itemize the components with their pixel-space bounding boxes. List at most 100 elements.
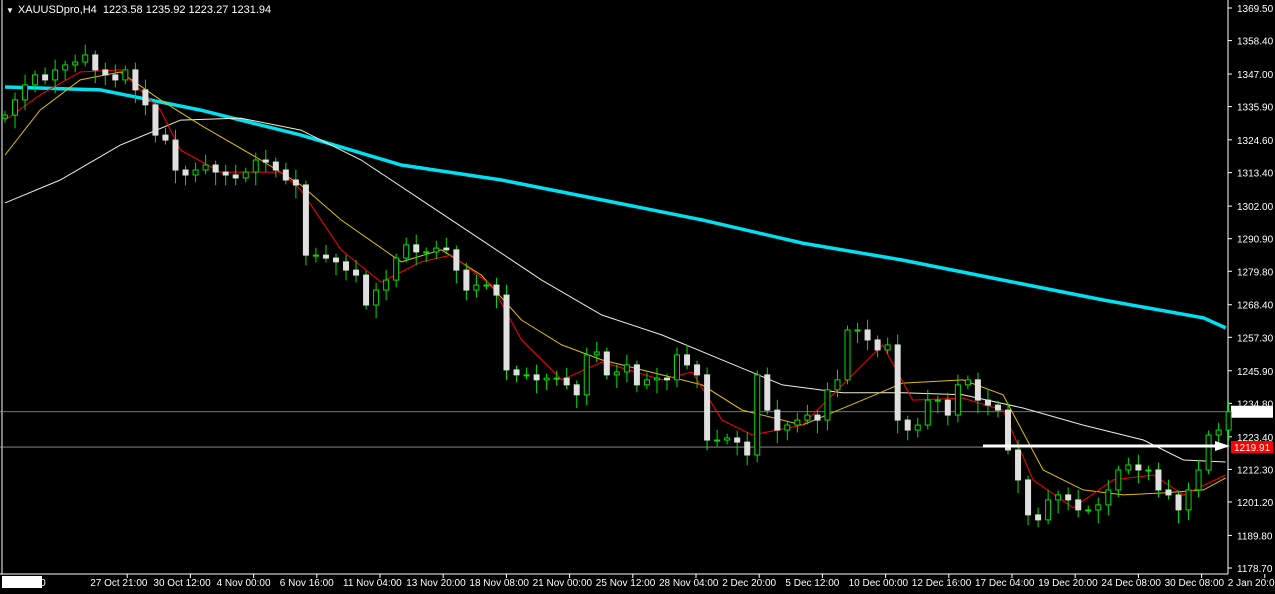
candle-body xyxy=(734,437,741,443)
candle-body xyxy=(162,134,169,141)
candle xyxy=(162,127,169,145)
x-tick-label: 11 Nov 04:00 xyxy=(343,578,402,589)
candle-body xyxy=(954,384,961,416)
candle-body xyxy=(543,377,550,381)
candle xyxy=(1145,465,1152,481)
candle-body xyxy=(1125,464,1132,471)
candle-body xyxy=(363,274,370,306)
candle xyxy=(12,92,19,129)
candle xyxy=(774,399,781,444)
candle xyxy=(1035,507,1042,528)
candle xyxy=(483,280,490,290)
x-tick-label: 24 Dec 08:00 xyxy=(1101,578,1161,589)
candle xyxy=(1165,479,1172,500)
candle-body xyxy=(613,371,620,376)
candle-body xyxy=(603,351,610,376)
candle xyxy=(1225,401,1232,441)
candle-body xyxy=(563,377,570,386)
candle xyxy=(924,389,931,430)
ohlc-label: 1223.58 1235.92 1223.27 1231.94 xyxy=(102,4,272,16)
candle xyxy=(934,395,941,414)
candle-body xyxy=(383,279,390,291)
candle xyxy=(944,392,951,426)
candle xyxy=(1065,487,1072,511)
x-tick-label: 21 Nov 00:00 xyxy=(533,578,593,589)
candle-body xyxy=(192,169,199,176)
candle-body xyxy=(1095,504,1102,511)
candle xyxy=(212,160,219,186)
candle xyxy=(252,152,259,186)
candles xyxy=(2,44,1232,528)
candle xyxy=(332,253,339,276)
candle-body xyxy=(974,379,981,401)
y-tick-label: 1335.90 xyxy=(1237,103,1274,114)
candle-body xyxy=(1085,509,1092,512)
candle-body xyxy=(483,284,490,287)
y-tick-label: 1302.00 xyxy=(1237,202,1274,213)
candle-body xyxy=(463,269,470,291)
candle-body xyxy=(854,329,861,332)
candle-body xyxy=(1135,464,1142,471)
candle-body xyxy=(22,84,29,101)
candle xyxy=(312,247,319,263)
candle-body xyxy=(1215,429,1222,436)
candle-body xyxy=(523,374,530,377)
price-label: 1219.91 xyxy=(1234,443,1271,454)
chart-header: ▼ XAUUSDpro,H4 1223.58 1235.92 1223.27 12… xyxy=(6,4,271,16)
moving-average-long xyxy=(4,85,1227,330)
candle xyxy=(603,347,610,380)
candle-body xyxy=(824,389,831,421)
candle xyxy=(553,370,560,386)
candle xyxy=(403,237,410,263)
candle-body xyxy=(684,354,691,366)
x-tick-label: 30 Oct 12:00 xyxy=(153,578,211,589)
candle-body xyxy=(272,161,279,171)
candle xyxy=(242,167,249,183)
x-tick-label: 2 Dec 20:00 xyxy=(722,578,776,589)
x-tick-label: 19 Dec 20:00 xyxy=(1038,578,1098,589)
y-tick-label: 1223.40 xyxy=(1237,433,1274,444)
x-tick-label: 12 Dec 16:00 xyxy=(912,578,972,589)
candle xyxy=(523,367,530,380)
candle-body xyxy=(1075,499,1082,511)
candle-body xyxy=(784,424,791,431)
candle-body xyxy=(704,374,711,441)
y-tick-label: 1189.80 xyxy=(1237,531,1273,542)
candle xyxy=(834,369,841,398)
candle-body xyxy=(623,364,630,373)
y-tick-label: 1279.80 xyxy=(1237,267,1274,278)
candle xyxy=(794,412,801,433)
candle-body xyxy=(132,69,139,91)
candle xyxy=(784,420,791,441)
candle xyxy=(814,410,821,434)
x-tick-label: .23 12:00 xyxy=(4,578,46,589)
candle-body xyxy=(1065,494,1072,501)
candle-body xyxy=(804,414,811,421)
x-tick-label: 6 Nov 16:00 xyxy=(280,578,334,589)
candle xyxy=(593,341,600,363)
collapse-triangle-icon[interactable]: ▼ xyxy=(6,6,14,15)
candle-body xyxy=(904,419,911,431)
candle-body xyxy=(513,369,520,376)
candle-body xyxy=(413,244,420,253)
candle xyxy=(262,149,269,173)
candle xyxy=(864,319,871,351)
candle-body xyxy=(312,254,319,257)
candle-body xyxy=(182,169,189,176)
candle xyxy=(282,162,289,185)
price-label-bg xyxy=(1231,441,1273,454)
candle xyxy=(663,373,670,391)
candle xyxy=(1025,475,1032,526)
x-tick-label: 28 Nov 04:00 xyxy=(659,578,719,589)
candle xyxy=(724,433,731,445)
candle-body xyxy=(674,354,681,381)
candle xyxy=(1055,490,1062,514)
candle-body xyxy=(553,377,560,380)
candle xyxy=(1075,489,1082,518)
x-tick-label: 5 Dec 12:00 xyxy=(785,578,839,589)
candle xyxy=(653,367,660,394)
candle-body xyxy=(332,257,339,263)
candle-body xyxy=(212,164,219,173)
candle xyxy=(473,274,480,298)
